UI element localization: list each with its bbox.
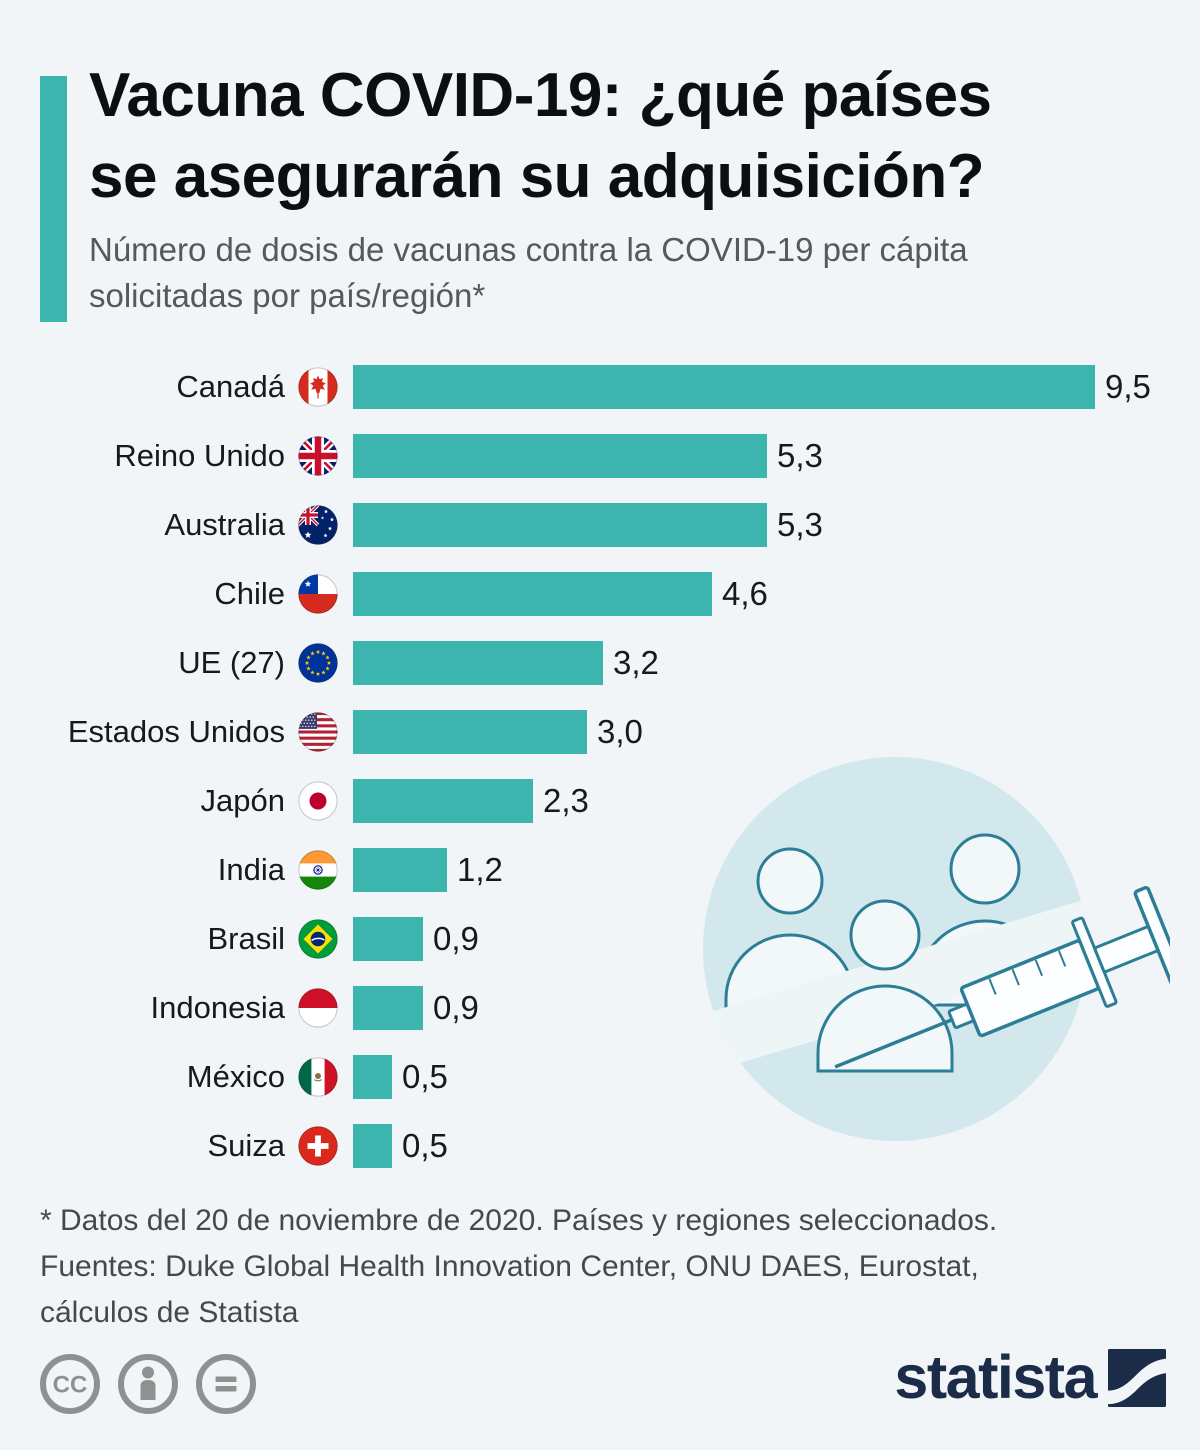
chart-row: UE (27) 3,2 <box>40 641 1200 685</box>
value-label: 5,3 <box>777 437 823 474</box>
header: Vacuna COVID-19: ¿qué países se asegurará… <box>89 56 1169 320</box>
statista-logo-mark <box>1108 1348 1166 1407</box>
country-label: Suiza <box>207 1128 285 1163</box>
country-label: Indonesia <box>150 990 285 1025</box>
flag-india-icon <box>298 850 338 890</box>
chart-row: Estados Unidos 3,0 <box>40 710 1200 754</box>
page-title: Vacuna COVID-19: ¿qué países se asegurará… <box>89 56 1169 217</box>
syringe-icon <box>834 885 1186 1069</box>
value-label: 1,2 <box>457 851 503 888</box>
bar-chile <box>353 572 712 616</box>
flag-mexico-icon <box>298 1057 338 1097</box>
svg-text:CC: CC <box>53 1372 88 1399</box>
no-derivatives-icon <box>194 1352 258 1416</box>
value-label: 3,0 <box>597 713 643 750</box>
flag-indonesia-icon <box>298 988 338 1028</box>
license-icons: CC <box>38 1352 258 1416</box>
bar-chart: Canadá 9,5 Reino Unido 5,3 Australia 5,3 Chile… <box>40 365 1200 1193</box>
footnote-line1: * Datos del 20 de noviembre de 2020. Paí… <box>40 1204 998 1237</box>
value-label: 0,9 <box>433 989 479 1026</box>
bar-track: 9,5 <box>353 365 1200 409</box>
bar-track: 0,9 <box>353 986 1200 1030</box>
page-title-line2: se asegurarán su adquisición? <box>89 141 985 211</box>
bar-indonesia <box>353 986 423 1030</box>
flag-usa-icon <box>298 712 338 752</box>
bar-switzerland <box>353 1124 392 1168</box>
bar-uk <box>353 434 767 478</box>
bar-india <box>353 848 447 892</box>
bar-track: 0,5 <box>353 1124 1200 1168</box>
value-label: 0,5 <box>402 1127 448 1164</box>
bar-track: 5,3 <box>353 503 1200 547</box>
flag-switzerland-icon <box>298 1126 338 1166</box>
page-title-line1: Vacuna COVID-19: ¿qué países <box>89 61 992 130</box>
people-syringe-illustration <box>700 753 1186 1193</box>
statista-wordmark: statista <box>894 1343 1097 1411</box>
value-label: 5,3 <box>777 506 823 543</box>
country-label: Australia <box>164 507 285 542</box>
country-label: Japón <box>200 783 285 818</box>
country-label: Brasil <box>207 921 285 956</box>
country-label: Canadá <box>176 369 285 404</box>
bar-canada <box>353 365 1095 409</box>
bar-brazil <box>353 917 423 961</box>
chart-row: India 1,2 <box>40 848 1200 892</box>
chart-row: Reino Unido 5,3 <box>40 434 1200 478</box>
footnote-line2: Fuentes: Duke Global Health Innovation C… <box>40 1249 979 1283</box>
bar-mexico <box>353 1055 392 1099</box>
chart-row: México 0,5 <box>40 1055 1200 1099</box>
chart-row: Australia 5,3 <box>40 503 1200 547</box>
chart-row: Japón 2,3 <box>40 779 1200 823</box>
country-label: India <box>217 852 285 887</box>
bar-australia <box>353 503 767 547</box>
bar-track: 1,2 <box>353 848 1200 892</box>
value-label: 2,3 <box>543 782 589 819</box>
country-label: Estados Unidos <box>67 714 285 749</box>
flag-chile-icon <box>298 574 338 614</box>
value-label: 4,6 <box>722 575 768 612</box>
bar-track: 5,3 <box>353 434 1200 478</box>
statista-logo: statista <box>894 1347 1166 1408</box>
flag-brazil-icon <box>298 919 338 959</box>
footnote: * Datos del 20 de noviembre de 2020. Paí… <box>40 1198 1150 1336</box>
country-label: Chile <box>214 576 285 611</box>
country-label: UE (27) <box>178 645 285 680</box>
country-label: México <box>186 1059 285 1094</box>
flag-canada-icon <box>298 367 338 407</box>
chart-row: Indonesia 0,9 <box>40 986 1200 1030</box>
bar-japan <box>353 779 533 823</box>
bar-eu <box>353 641 603 685</box>
cc-icon: CC <box>38 1352 102 1416</box>
flag-australia-icon <box>298 505 338 545</box>
value-label: 3,2 <box>613 644 659 681</box>
flag-japan-icon <box>298 781 338 821</box>
flag-uk-icon <box>298 436 338 476</box>
chart-row: Brasil 0,9 <box>40 917 1200 961</box>
chart-row: Suiza 0,5 <box>40 1124 1200 1168</box>
bar-track: 2,3 <box>353 779 1200 823</box>
footnote-line3: cálculos de Statista <box>40 1295 299 1329</box>
country-label: Reino Unido <box>114 438 285 473</box>
flag-eu-icon <box>298 643 338 683</box>
page-subtitle: Número de dosis de vacunas contra la COV… <box>89 231 968 315</box>
attribution-icon <box>116 1352 180 1416</box>
value-label: 0,5 <box>402 1058 448 1095</box>
title-accent-bar <box>40 76 67 322</box>
chart-row: Chile 4,6 <box>40 572 1200 616</box>
bar-track: 0,5 <box>353 1055 1200 1099</box>
bar-track: 3,2 <box>353 641 1200 685</box>
value-label: 9,5 <box>1105 368 1151 405</box>
value-label: 0,9 <box>433 920 479 957</box>
bar-track: 4,6 <box>353 572 1200 616</box>
bar-usa <box>353 710 587 754</box>
bar-track: 0,9 <box>353 917 1200 961</box>
chart-row: Canadá 9,5 <box>40 365 1200 409</box>
bar-track: 3,0 <box>353 710 1200 754</box>
